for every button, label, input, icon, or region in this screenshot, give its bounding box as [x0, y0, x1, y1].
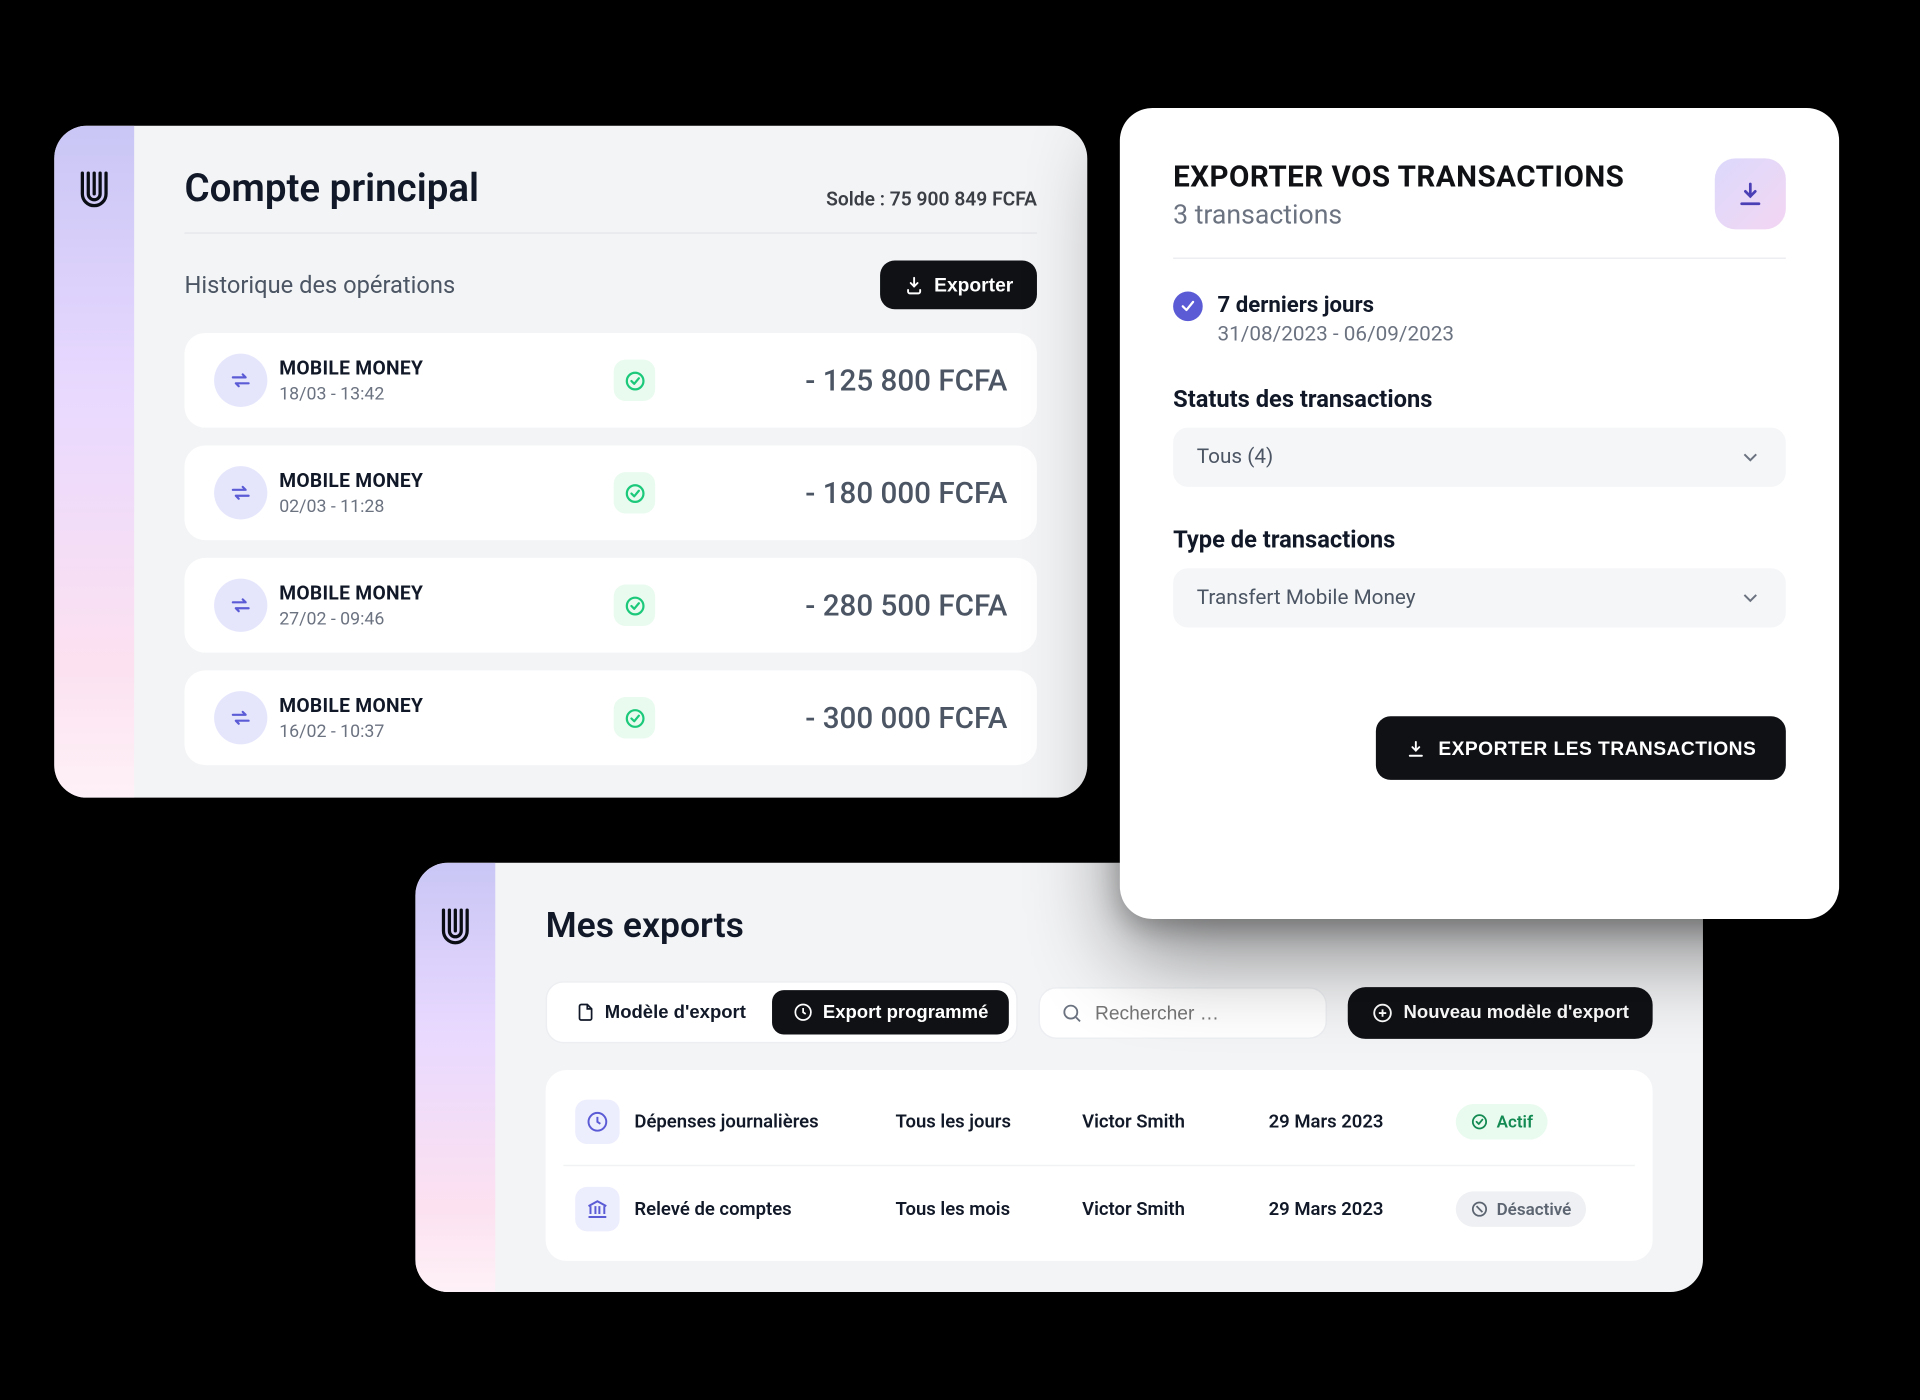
status-badge: Actif — [1455, 1104, 1548, 1140]
transaction-amount: - 125 800 FCFA — [673, 363, 1007, 399]
export-icon — [903, 275, 924, 296]
search-box[interactable] — [1039, 986, 1327, 1038]
status-success-icon — [614, 697, 655, 738]
export-dialog: EXPORTER VOS TRANSACTIONS 3 transactions… — [1120, 108, 1839, 919]
account-balance: Solde : 75 900 849 FCFA — [826, 189, 1037, 211]
status-success-icon — [614, 585, 655, 626]
export-owner: Victor Smith — [1082, 1111, 1269, 1133]
export-frequency: Tous les jours — [896, 1111, 1083, 1133]
clock-icon — [793, 1002, 814, 1023]
chevron-down-icon — [1738, 586, 1762, 610]
export-button-label: Exporter — [934, 274, 1013, 296]
transaction-time: 27/02 - 09:46 — [279, 608, 613, 629]
transaction-amount: - 180 000 FCFA — [673, 475, 1007, 511]
export-owner: Victor Smith — [1082, 1198, 1269, 1220]
export-name: Relevé de comptes — [634, 1198, 895, 1220]
transfer-icon — [214, 579, 267, 632]
logo-icon — [436, 907, 474, 951]
type-value: Transfert Mobile Money — [1197, 586, 1416, 610]
tab-export-template[interactable]: Modèle d'export — [554, 990, 766, 1034]
dialog-title: EXPORTER VOS TRANSACTIONS — [1173, 158, 1624, 194]
clock-icon — [575, 1100, 619, 1144]
export-button[interactable]: Exporter — [879, 260, 1037, 309]
tab-label: Export programmé — [823, 1002, 989, 1023]
type-select[interactable]: Transfert Mobile Money — [1173, 568, 1786, 627]
export-row[interactable]: Relevé de comptes Tous les mois Victor S… — [563, 1166, 1635, 1252]
transaction-row[interactable]: MOBILE MONEY 02/03 - 11:28 - 180 000 FCF… — [184, 445, 1036, 540]
transaction-row[interactable]: MOBILE MONEY 27/02 - 09:46 - 280 500 FCF… — [184, 558, 1036, 653]
transaction-amount: - 280 500 FCFA — [673, 588, 1007, 624]
chevron-down-icon — [1738, 445, 1762, 469]
new-export-model-button[interactable]: Nouveau modèle d'export — [1347, 986, 1652, 1038]
tab-export-scheduled[interactable]: Export programmé — [773, 990, 1010, 1034]
transaction-list: MOBILE MONEY 18/03 - 13:42 - 125 800 FCF… — [184, 333, 1036, 765]
plus-circle-icon — [1371, 1001, 1393, 1023]
exports-panel: Mes exports Modèle d'export Export progr… — [415, 863, 1703, 1292]
transaction-time: 16/02 - 10:37 — [279, 720, 613, 741]
transaction-label: MOBILE MONEY — [279, 357, 613, 379]
accent-bar — [54, 126, 134, 798]
status-success-icon — [614, 360, 655, 401]
check-circle-icon — [1173, 292, 1203, 322]
bank-icon — [575, 1187, 619, 1231]
transfer-icon — [214, 466, 267, 519]
transaction-amount: - 300 000 FCFA — [673, 700, 1007, 736]
export-name: Dépenses journalières — [634, 1111, 895, 1133]
transaction-label: MOBILE MONEY — [279, 582, 613, 604]
export-row[interactable]: Dépenses journalières Tous les jours Vic… — [563, 1079, 1635, 1166]
export-tabs: Modèle d'export Export programmé — [546, 981, 1018, 1043]
button-label: Nouveau modèle d'export — [1404, 1002, 1629, 1023]
transaction-label: MOBILE MONEY — [279, 470, 613, 492]
range-dates: 31/08/2023 - 06/09/2023 — [1218, 323, 1455, 347]
exports-table: Dépenses journalières Tous les jours Vic… — [546, 1070, 1653, 1261]
history-label: Historique des opérations — [184, 271, 455, 299]
transfer-icon — [214, 354, 267, 407]
button-label: EXPORTER LES TRANSACTIONS — [1438, 737, 1756, 759]
file-icon — [575, 1002, 596, 1023]
export-date: 29 Mars 2023 — [1269, 1198, 1456, 1220]
accent-bar — [415, 863, 495, 1292]
dialog-subtitle: 3 transactions — [1173, 200, 1624, 231]
logo-icon — [75, 170, 113, 214]
date-range-option[interactable]: 7 derniers jours 31/08/2023 - 06/09/2023 — [1173, 292, 1786, 347]
download-icon[interactable] — [1715, 158, 1786, 229]
transfer-icon — [214, 691, 267, 744]
export-frequency: Tous les mois — [896, 1198, 1083, 1220]
transaction-time: 02/03 - 11:28 — [279, 495, 613, 516]
status-success-icon — [614, 472, 655, 513]
transaction-label: MOBILE MONEY — [279, 695, 613, 717]
account-title: Compte principal — [184, 167, 479, 211]
type-section-label: Type de transactions — [1173, 525, 1786, 553]
range-label: 7 derniers jours — [1218, 292, 1455, 319]
transaction-time: 18/03 - 13:42 — [279, 383, 613, 404]
tab-label: Modèle d'export — [605, 1002, 746, 1023]
transaction-row[interactable]: MOBILE MONEY 16/02 - 10:37 - 300 000 FCF… — [184, 670, 1036, 765]
transaction-row[interactable]: MOBILE MONEY 18/03 - 13:42 - 125 800 FCF… — [184, 333, 1036, 428]
account-panel: Compte principal Solde : 75 900 849 FCFA… — [54, 126, 1087, 798]
status-value: Tous (4) — [1197, 445, 1273, 469]
search-icon — [1061, 1001, 1083, 1023]
status-section-label: Statuts des transactions — [1173, 385, 1786, 413]
export-transactions-button[interactable]: EXPORTER LES TRANSACTIONS — [1376, 716, 1786, 780]
export-date: 29 Mars 2023 — [1269, 1111, 1456, 1133]
status-select[interactable]: Tous (4) — [1173, 428, 1786, 487]
status-badge: Désactivé — [1455, 1191, 1586, 1227]
search-input[interactable] — [1095, 1001, 1304, 1023]
download-icon — [1406, 738, 1427, 759]
